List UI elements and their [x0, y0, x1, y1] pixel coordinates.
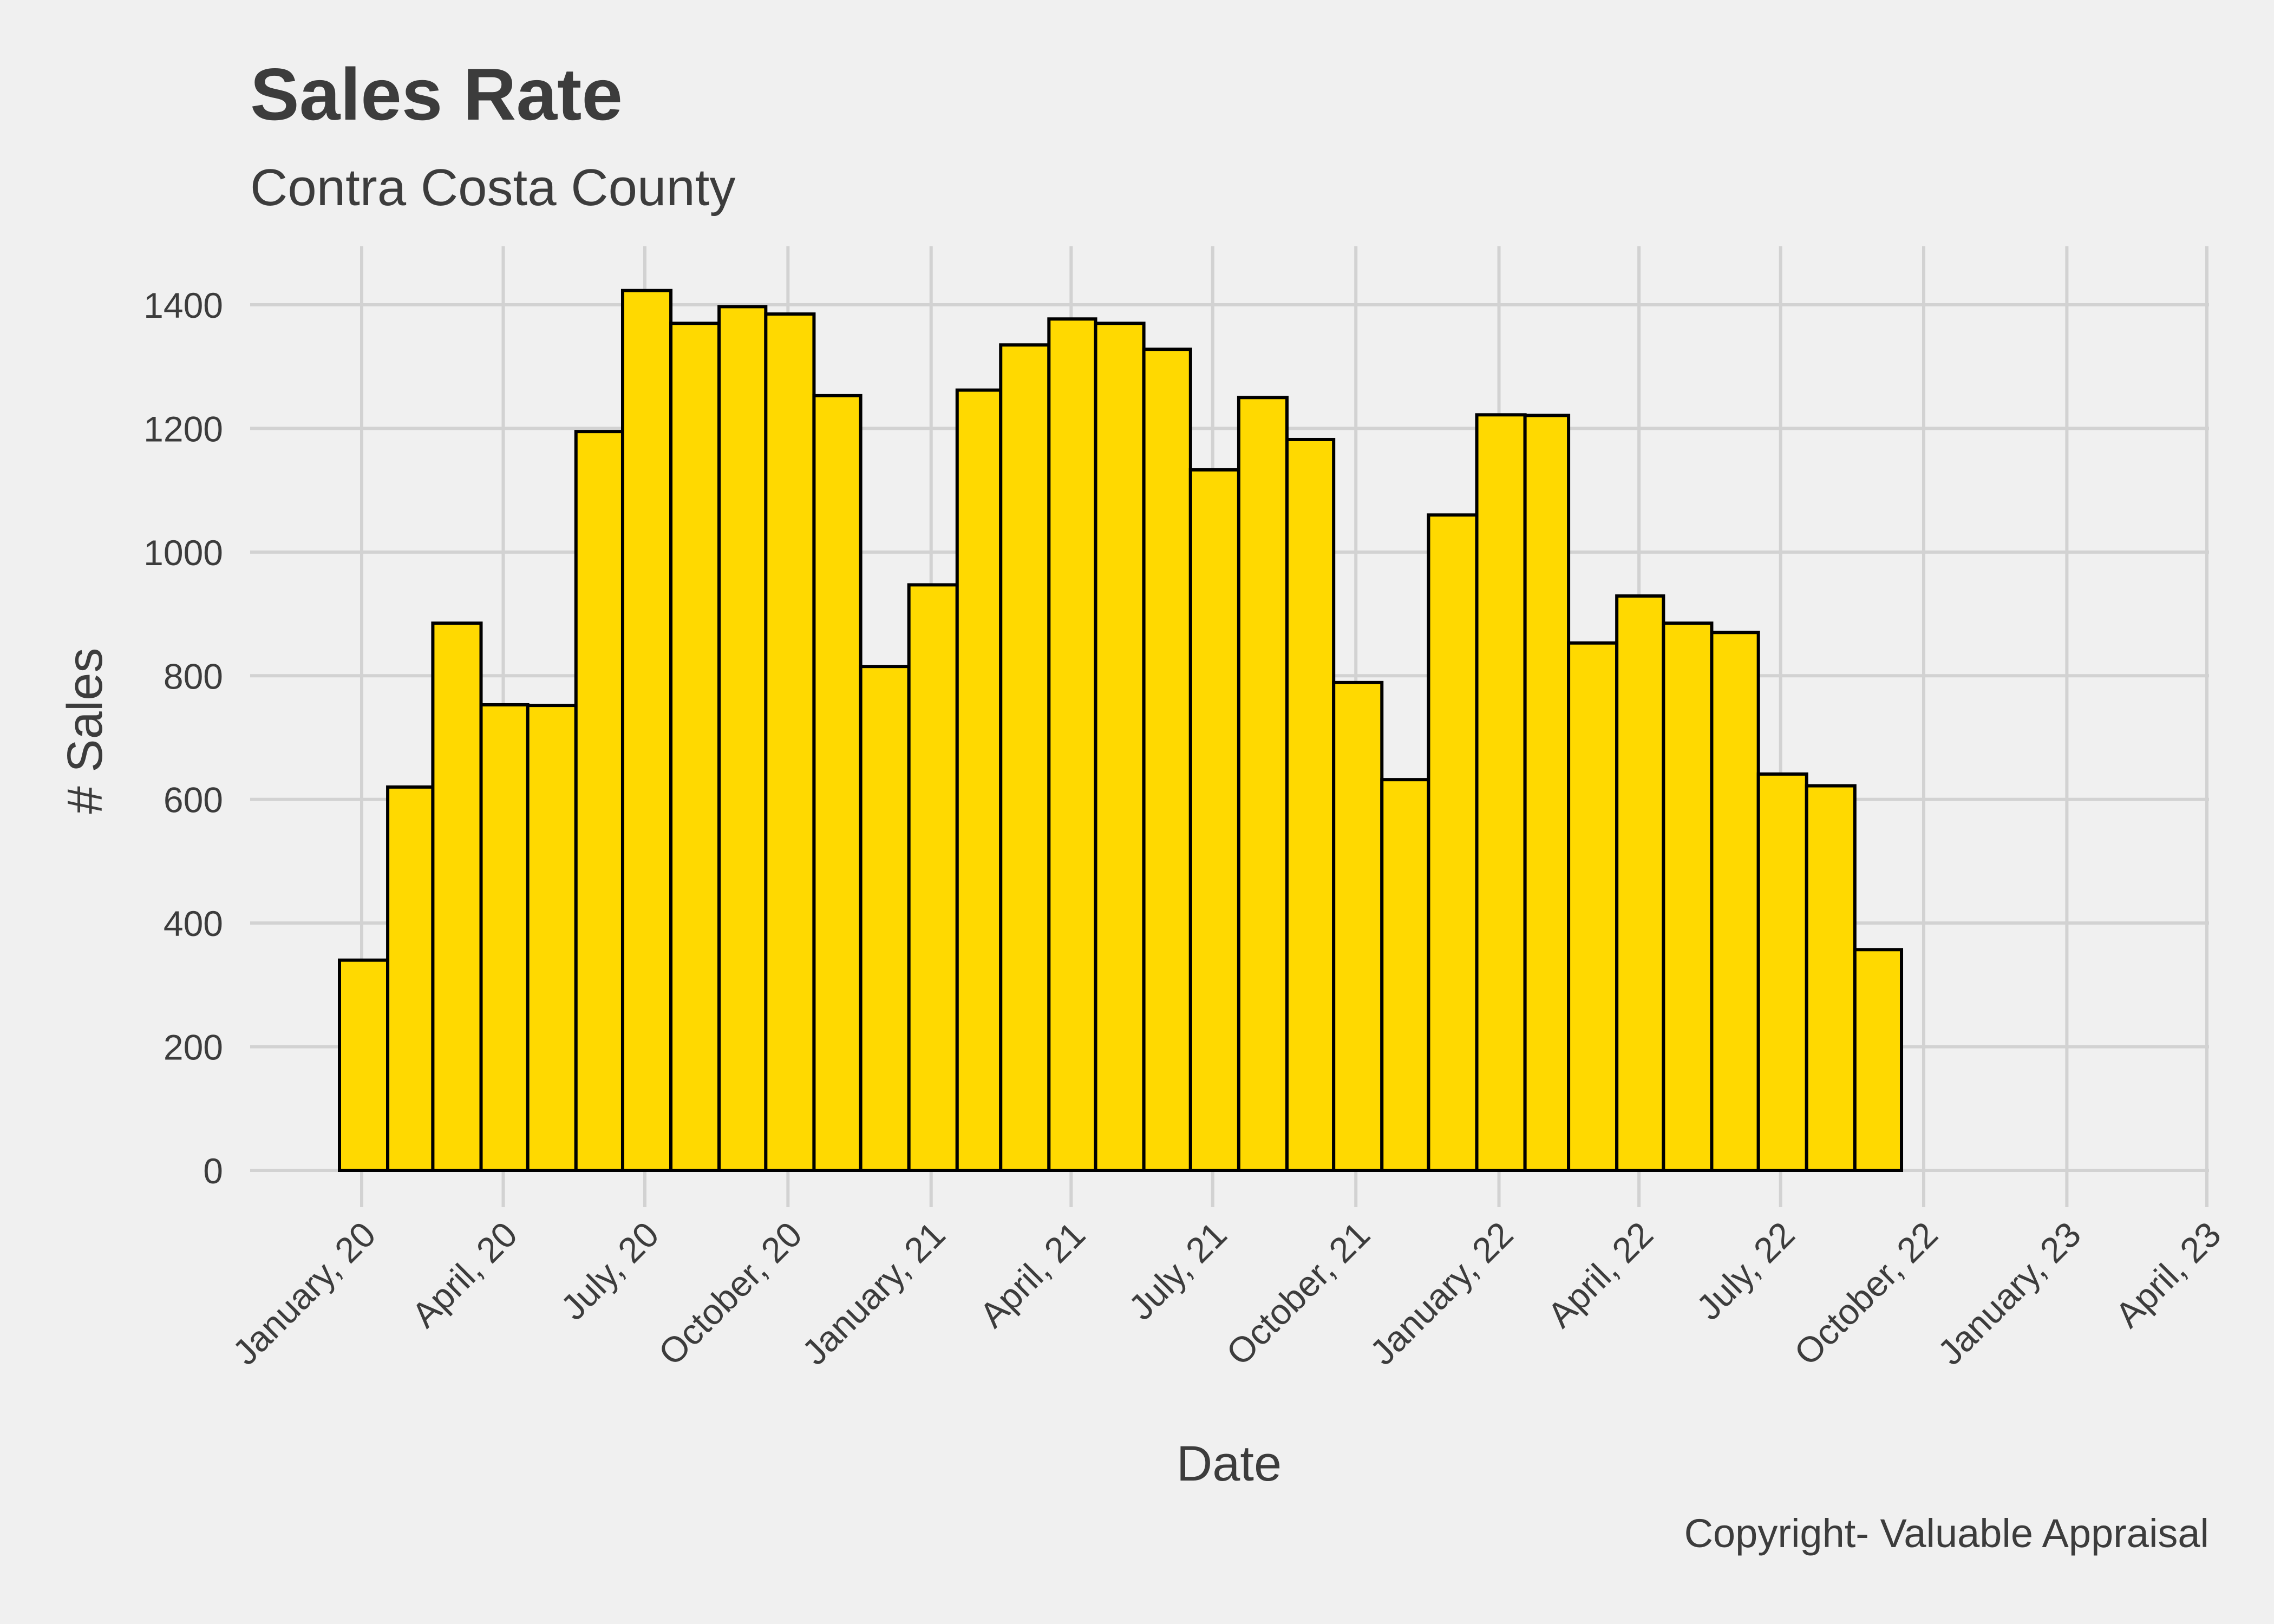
x-tick-label: October, 21: [1218, 1214, 1377, 1373]
histogram-bar: [1475, 413, 1527, 1173]
y-tick-label: 1400: [143, 285, 223, 325]
histogram-bar: [574, 430, 624, 1172]
histogram-bar: [669, 322, 721, 1172]
histogram-bar: [1756, 772, 1808, 1173]
histogram-bar: [1427, 513, 1479, 1172]
histogram-bar: [1188, 468, 1240, 1172]
histogram-bar: [812, 394, 862, 1172]
histogram-bar: [1523, 414, 1571, 1172]
y-tick-label: 600: [164, 780, 223, 820]
y-tick-label: 0: [203, 1151, 223, 1191]
x-tick-label: October, 20: [651, 1214, 810, 1373]
y-axis-label: # Sales: [57, 648, 113, 814]
histogram-bar: [907, 583, 959, 1172]
copyright-caption: Copyright- Valuable Appraisal: [1684, 1511, 2209, 1556]
y-tick-label: 1200: [143, 409, 223, 449]
histogram-bar: [620, 289, 673, 1172]
x-tick-label: January, 20: [225, 1214, 383, 1373]
histogram-bar: [1805, 784, 1857, 1172]
histogram-bar: [1380, 778, 1430, 1173]
histogram-bar: [479, 703, 530, 1172]
x-tick-label: April, 22: [1540, 1214, 1661, 1335]
x-tick-label: April, 23: [2107, 1214, 2229, 1335]
y-tick-label: 200: [164, 1027, 223, 1068]
y-axis-ticks: 0 200 400 600 800 1000 1200 1400: [143, 285, 223, 1191]
x-tick-label: January, 22: [1362, 1214, 1521, 1373]
chart-title: Sales Rate: [250, 53, 623, 135]
histogram-bar: [1237, 396, 1289, 1172]
histogram-bar: [526, 704, 578, 1172]
histogram-bar: [999, 343, 1051, 1172]
histogram-bar: [1332, 680, 1384, 1172]
histogram-bar: [1567, 641, 1619, 1173]
x-tick-label: July, 20: [553, 1214, 666, 1328]
x-tick-label: April, 20: [404, 1214, 525, 1335]
chart-subtitle: Contra Costa County: [250, 159, 736, 217]
histogram-bar: [955, 388, 1003, 1172]
bars: [338, 289, 1904, 1173]
x-tick-label: January, 23: [1930, 1214, 2089, 1373]
histogram-bar: [1142, 348, 1192, 1173]
x-tick-label: April, 21: [972, 1214, 1093, 1335]
y-tick-label: 1000: [143, 533, 223, 573]
histogram-bar: [1615, 594, 1665, 1172]
x-tick-label: January, 21: [794, 1214, 953, 1373]
x-tick-label: October, 22: [1786, 1214, 1945, 1373]
histogram-bar: [1710, 631, 1760, 1172]
histogram-bar: [1662, 621, 1714, 1173]
histogram-bar: [1853, 948, 1904, 1172]
x-tick-label: July, 21: [1121, 1214, 1234, 1328]
histogram-bar: [1047, 317, 1097, 1172]
x-tick-label: July, 22: [1689, 1214, 1802, 1328]
histogram-bar: [386, 785, 435, 1173]
histogram-bar: [859, 665, 911, 1172]
histogram-bar: [1094, 322, 1146, 1172]
histogram-bar: [431, 621, 483, 1173]
histogram-bar: [338, 958, 390, 1172]
histogram-bar: [1285, 437, 1336, 1172]
histogram-bar: [764, 312, 816, 1172]
x-axis-label: Date: [1177, 1436, 1282, 1491]
histogram-bar: [717, 305, 768, 1173]
y-tick-label: 800: [164, 656, 223, 696]
y-tick-label: 400: [164, 903, 223, 944]
